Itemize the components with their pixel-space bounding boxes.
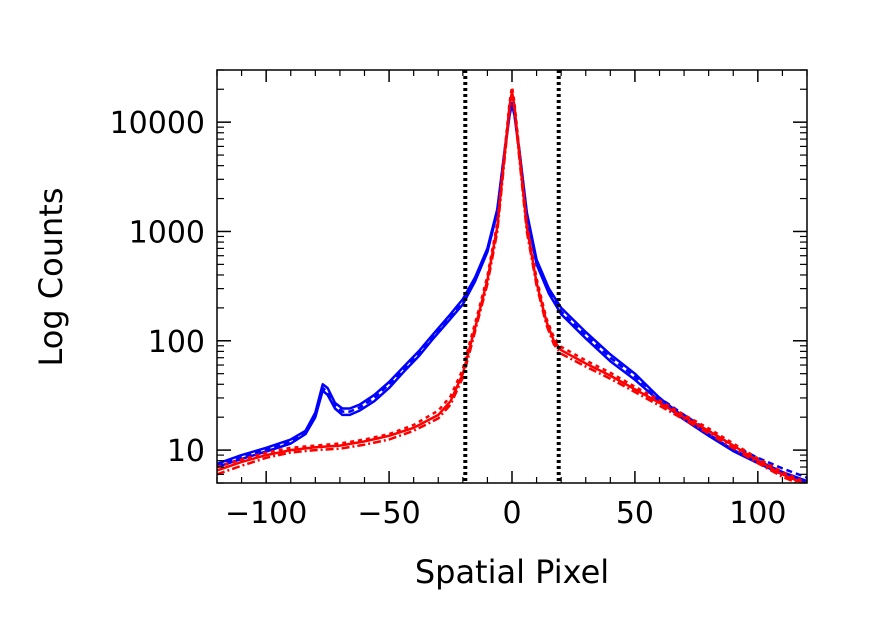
vline-layer xyxy=(463,70,561,483)
series-line-4 xyxy=(217,90,806,483)
series-line-6 xyxy=(217,93,801,483)
series-layer xyxy=(217,85,807,483)
x-tick-label: 50 xyxy=(616,496,654,531)
y-tick-label: 10 xyxy=(167,434,205,469)
series-line-3 xyxy=(217,102,807,479)
x-tick-label: 0 xyxy=(502,496,521,531)
series-line-2 xyxy=(217,103,807,483)
tick-layer: −100 −50 0 50 100 10 100 1000 10000 xyxy=(110,69,808,531)
x-tick-label: −50 xyxy=(357,496,420,531)
y-axis-label: Log Counts xyxy=(32,187,70,366)
x-axis-label: Spatial Pixel xyxy=(415,553,609,591)
y-tick-label: 100 xyxy=(148,325,205,360)
series-line-1 xyxy=(217,101,807,483)
y-tick-label: 10000 xyxy=(110,106,205,141)
x-tick-label: −100 xyxy=(225,496,307,531)
series-line-5 xyxy=(217,85,807,483)
x-tick-label: 100 xyxy=(729,496,786,531)
plot-frame xyxy=(216,69,808,484)
y-tick-label: 1000 xyxy=(129,215,205,250)
